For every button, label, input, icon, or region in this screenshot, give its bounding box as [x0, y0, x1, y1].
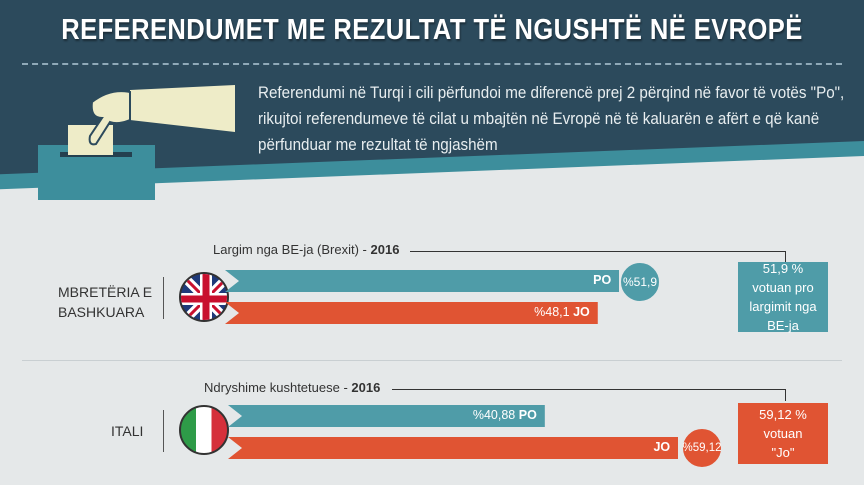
header-banner: REFERENDUMET ME REZULTAT TË NGUSHTË NË E…: [0, 0, 864, 200]
ballot-box-icon: [38, 85, 235, 200]
uk-result-box: 51,9 % votuan pro largimit nga BE-ja: [738, 261, 828, 333]
uk-po-percent-bubble: %51,9: [619, 261, 661, 303]
italy-result-box: 59,12 % votuan "Jo": [738, 403, 828, 464]
italy-po-bar: %40,88 PO: [228, 405, 545, 427]
italy-jo-bar: JO: [228, 437, 679, 459]
connector-line: [785, 251, 786, 262]
divider: [163, 277, 164, 319]
connector-line: [410, 251, 786, 252]
connector-line: [785, 389, 786, 401]
page-title: REFERENDUMET ME REZULTAT TË NGUSHTË NË E…: [61, 14, 803, 46]
intro-text: Referendumi në Turqi i cili përfundoi me…: [258, 84, 845, 154]
uk-jo-bar: %48,1 JO: [225, 302, 598, 324]
divider: [163, 410, 164, 452]
connector-line: [392, 389, 786, 390]
country-label: ITALI: [111, 423, 144, 439]
section-divider: [22, 360, 842, 361]
italy-jo-percent-bubble: %59,12: [681, 427, 723, 469]
italy-flag-icon: [179, 405, 229, 455]
uk-po-bar: PO: [225, 270, 620, 292]
dashed-divider: [22, 63, 842, 65]
uk-referendum-title: Largim nga BE-ja (Brexit) - 2016: [213, 242, 400, 257]
uk-flag-icon: [179, 272, 229, 322]
country-label: MBRETËRIA E BASHKUARA: [58, 284, 153, 320]
italy-referendum-title: Ndryshime kushtetuese - 2016: [204, 380, 381, 395]
